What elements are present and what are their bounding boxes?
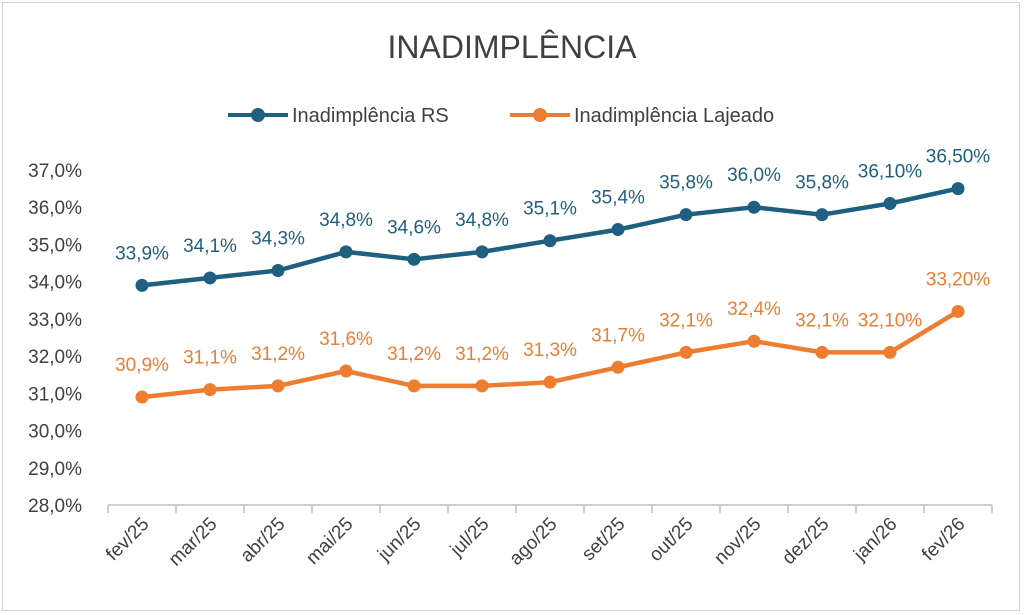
data-label: 34,3% xyxy=(251,229,305,250)
data-point xyxy=(611,360,625,374)
data-label: 31,2% xyxy=(387,344,441,365)
data-label: 32,4% xyxy=(727,299,781,320)
data-point xyxy=(679,345,693,359)
data-label: 34,1% xyxy=(183,236,237,257)
series-lajeado: 30,9% 31,1% 31,2% 31,6% 31,2% 31,2% 31,3% 31,7%… xyxy=(115,269,991,404)
data-label: 36,10% xyxy=(858,162,923,183)
data-label: 31,1% xyxy=(183,348,237,369)
data-point xyxy=(815,208,829,222)
data-label: 35,8% xyxy=(659,173,713,194)
y-tick-label: 34,0% xyxy=(28,273,82,294)
data-point xyxy=(815,345,829,359)
x-tick-label: jan/26 xyxy=(849,514,901,566)
data-point xyxy=(407,379,421,393)
data-label: 34,8% xyxy=(319,210,373,231)
data-label: 36,50% xyxy=(926,147,991,168)
data-label: 31,3% xyxy=(523,340,577,361)
x-tick-label: mai/25 xyxy=(302,514,357,569)
data-point xyxy=(271,264,285,277)
data-point xyxy=(475,245,489,259)
data-point xyxy=(543,375,557,389)
series-rs: 33,9% 34,1% 34,3% 34,8% 34,6% 34,8% 35,1% 35,4%… xyxy=(115,147,990,292)
data-point xyxy=(339,364,353,378)
y-tick-label: 32,0% xyxy=(28,347,82,368)
data-point xyxy=(543,234,557,248)
x-tick-label: nov/25 xyxy=(710,514,765,569)
data-label: 31,2% xyxy=(251,344,305,365)
y-tick-label: 33,0% xyxy=(28,310,82,331)
x-tick-label: jul/25 xyxy=(446,514,494,562)
data-point xyxy=(951,304,965,318)
x-tick-label: abr/25 xyxy=(237,514,290,567)
series-layer: 33,9% 34,1% 34,3% 34,8% 34,6% 34,8% 35,1% 35,4%… xyxy=(115,147,990,404)
data-label: 36,0% xyxy=(727,165,781,186)
legend-item-lajeado[interactable]: Inadimplência Lajeado xyxy=(510,105,774,127)
x-tick-label: fev/26 xyxy=(918,514,969,565)
y-tick-label: 30,0% xyxy=(28,422,82,443)
legend: Inadimplência RS Inadimplência Lajeado xyxy=(228,105,774,127)
x-axis: fev/25 mar/25 abr/25 mai/25 jun/25 jul/25 ago/… xyxy=(102,504,993,571)
legend-label-lajeado: Inadimplência Lajeado xyxy=(574,105,774,127)
data-point xyxy=(883,197,897,210)
y-tick-label: 35,0% xyxy=(28,235,82,256)
data-point xyxy=(747,334,761,348)
data-label: 32,1% xyxy=(795,310,849,331)
data-label: 32,1% xyxy=(659,310,713,331)
data-label: 31,6% xyxy=(319,329,373,350)
x-tick-label: jun/25 xyxy=(373,514,425,566)
x-tick-label: set/25 xyxy=(578,514,629,565)
x-tick-label: ago/25 xyxy=(506,514,562,570)
y-tick-label: 31,0% xyxy=(28,384,82,405)
data-label: 34,6% xyxy=(387,217,441,238)
data-point xyxy=(747,200,761,214)
data-point xyxy=(339,245,353,259)
y-tick-label: 36,0% xyxy=(28,198,82,219)
data-label: 33,20% xyxy=(926,269,991,290)
data-label: 31,2% xyxy=(455,344,509,365)
data-point xyxy=(271,379,285,393)
chart-title: INADIMPLÊNCIA xyxy=(388,29,638,65)
legend-label-rs: Inadimplência RS xyxy=(292,105,449,127)
data-point xyxy=(407,252,421,266)
data-point xyxy=(679,208,693,222)
data-label: 33,9% xyxy=(115,243,169,264)
data-label: 30,9% xyxy=(115,355,169,376)
data-label: 35,8% xyxy=(795,173,849,194)
y-tick-label: 29,0% xyxy=(28,459,82,480)
x-tick-label: out/25 xyxy=(645,514,697,566)
legend-marker-lajeado xyxy=(533,108,547,122)
y-tick-label: 37,0% xyxy=(28,161,82,182)
data-label: 31,7% xyxy=(591,325,645,346)
x-tick-label: dez/25 xyxy=(778,514,833,569)
data-point xyxy=(611,223,625,237)
data-point xyxy=(475,379,489,393)
data-label: 35,1% xyxy=(523,199,577,220)
data-label: 35,4% xyxy=(591,188,645,209)
x-tick-label: mar/25 xyxy=(165,514,222,571)
data-label: 32,10% xyxy=(858,310,923,331)
data-point xyxy=(203,271,217,285)
data-label: 34,8% xyxy=(455,210,509,231)
legend-marker-rs xyxy=(251,108,265,122)
data-point xyxy=(135,278,149,292)
legend-item-rs[interactable]: Inadimplência RS xyxy=(228,105,449,127)
x-tick-label: fev/25 xyxy=(102,514,153,565)
data-point xyxy=(951,182,965,196)
y-axis: 28,0% 29,0% 30,0% 31,0% 32,0% 33,0% 34,0% 35,0%… xyxy=(28,161,82,517)
data-point xyxy=(203,383,217,397)
data-point xyxy=(883,345,897,359)
y-tick-label: 28,0% xyxy=(28,496,82,517)
data-point xyxy=(135,390,149,404)
